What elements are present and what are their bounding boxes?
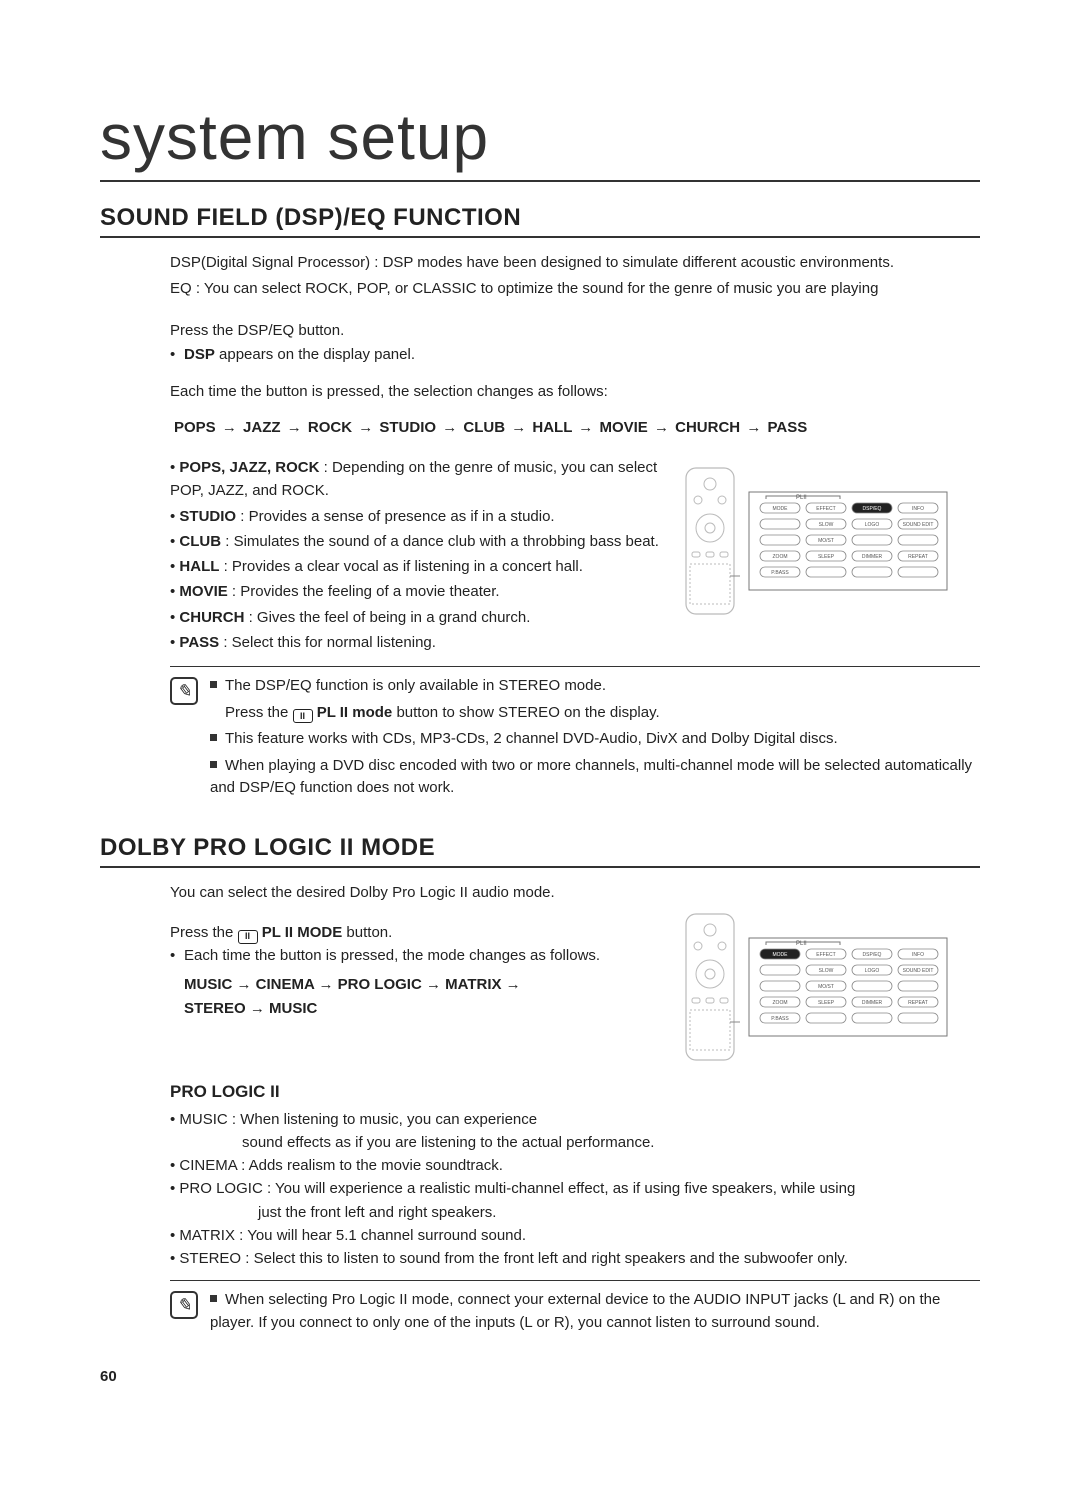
mode-item: • CINEMA : Adds realism to the movie sou… [170, 1154, 980, 1177]
page-number: 60 [100, 1368, 980, 1385]
note-item: This feature works with CDs, MP3-CDs, 2 … [210, 728, 980, 751]
note-icon: ✎ [170, 677, 198, 705]
svg-text:SLEEP: SLEEP [818, 554, 835, 560]
svg-text:MO/ST: MO/ST [818, 538, 834, 544]
mode-item: • STEREO : Select this to listen to soun… [170, 1247, 980, 1270]
pl2-glyph-icon: II [238, 930, 258, 944]
note-item: When selecting Pro Logic II mode, connec… [210, 1289, 980, 1334]
svg-text:SLOW: SLOW [819, 968, 834, 974]
svg-text:DSP/EQ: DSP/EQ [863, 952, 882, 958]
svg-text:MODE: MODE [773, 506, 789, 512]
svg-text:P.BASS: P.BASS [771, 1016, 789, 1022]
svg-text:PLII: PLII [796, 495, 807, 501]
mode-item-cont: sound effects as if you are listening to… [170, 1131, 980, 1154]
pl2-glyph-icon: II [293, 709, 313, 723]
pl2-sequence: MUSIC → CINEMA → PRO LOGIC → MATRIX →STE… [184, 973, 660, 1021]
bullet-dot: • [170, 945, 184, 968]
step-text: Press the DSP/EQ button. [170, 320, 980, 343]
note-icon: ✎ [170, 1291, 198, 1319]
note-item: When playing a DVD disc encoded with two… [210, 755, 980, 800]
mode-item: • PASS : Select this for normal listenin… [170, 631, 660, 654]
svg-text:ZOOM: ZOOM [773, 554, 788, 560]
remote-figure-2: PLII MODE EFFECT DSP/EQ INFO SLOW LOGO SOUND ED… [680, 882, 980, 1062]
step-text: Each time the button is pressed, the sel… [170, 381, 980, 404]
svg-text:DSP/EQ: DSP/EQ [863, 506, 882, 512]
dsp-sequence: POPS → JAZZ → ROCK → STUDIO → CLUB → HAL… [170, 417, 980, 438]
mode-item: • MATRIX : You will hear 5.1 channel sur… [170, 1224, 980, 1247]
svg-text:SOUND EDIT: SOUND EDIT [903, 522, 934, 528]
svg-text:P.BASS: P.BASS [771, 570, 789, 576]
step-bullet: DSP appears on the display panel. [184, 344, 980, 367]
svg-text:DIMMER: DIMMER [862, 554, 883, 560]
section2-note: ✎ When selecting Pro Logic II mode, conn… [170, 1280, 980, 1338]
pl2-modes-list: • MUSIC : When listening to music, you c… [170, 1108, 980, 1271]
remote-panel-zoom: PLII MODE EFFECT DSP/EQ INFO SLOW LOGO SOUND ED… [748, 937, 948, 1037]
svg-text:MODE: MODE [773, 952, 789, 958]
bullet-dot: • [170, 344, 184, 367]
mode-item: • CLUB : Simulates the sound of a dance … [170, 530, 660, 553]
svg-text:INFO: INFO [912, 952, 924, 958]
section1-step2: Each time the button is pressed, the sel… [170, 381, 980, 404]
intro-line: EQ : You can select ROCK, POP, or CLASSI… [170, 278, 980, 300]
svg-text:SOUND EDIT: SOUND EDIT [903, 968, 934, 974]
mode-item: • MOVIE : Provides the feeling of a movi… [170, 580, 660, 603]
mode-item: • HALL : Provides a clear vocal as if li… [170, 555, 660, 578]
note-item: The DSP/EQ function is only available in… [210, 675, 980, 698]
remote-figure-1: PLII MODE EFFECT DSP/EQ INFO SLOW LOGO SOUND ED… [680, 456, 980, 616]
section2-press: Press the II PL II MODE button. [170, 922, 660, 945]
mode-item: • PRO LOGIC : You will experience a real… [170, 1177, 980, 1200]
dsp-modes-list: • POPS, JAZZ, ROCK : Depending on the ge… [170, 456, 660, 656]
section1-heading: SOUND FIELD (DSP)/EQ FUNCTION [100, 204, 980, 238]
mode-item: • MUSIC : When listening to music, you c… [170, 1108, 980, 1131]
section1-step1: Press the DSP/EQ button. • DSP appears o… [170, 320, 980, 367]
section1-note: ✎ The DSP/EQ function is only available … [170, 666, 980, 804]
svg-text:LOGO: LOGO [865, 522, 880, 528]
remote-outline-icon [680, 466, 740, 616]
section2-eachtime: • Each time the button is pressed, the m… [170, 945, 660, 1022]
svg-text:LOGO: LOGO [865, 968, 880, 974]
svg-text:SLOW: SLOW [819, 522, 834, 528]
page-title: system setup [100, 100, 980, 182]
remote-outline-icon [680, 912, 740, 1062]
svg-text:DIMMER: DIMMER [862, 1000, 883, 1006]
remote-panel-zoom: PLII MODE EFFECT DSP/EQ INFO SLOW LOGO SOUND ED… [748, 491, 948, 591]
svg-text:INFO: INFO [912, 506, 924, 512]
svg-text:SLEEP: SLEEP [818, 1000, 835, 1006]
section2-heading: DOLBY PRO LOGIC II MODE [100, 834, 980, 868]
svg-text:REPEAT: REPEAT [908, 1000, 928, 1006]
mode-item-cont: just the front left and right speakers. [170, 1201, 980, 1224]
svg-text:ZOOM: ZOOM [773, 1000, 788, 1006]
mode-item: • STUDIO : Provides a sense of presence … [170, 505, 660, 528]
note-subline: Press the II PL II mode button to show S… [210, 702, 980, 725]
svg-text:MO/ST: MO/ST [818, 984, 834, 990]
svg-text:PLII: PLII [796, 941, 807, 947]
section2-intro: You can select the desired Dolby Pro Log… [170, 882, 660, 905]
pro-logic-subtitle: PRO LOGIC II [170, 1082, 980, 1102]
intro-line: DSP(Digital Signal Processor) : DSP mode… [170, 252, 980, 274]
mode-item: • POPS, JAZZ, ROCK : Depending on the ge… [170, 456, 660, 503]
svg-text:EFFECT: EFFECT [816, 506, 835, 512]
svg-text:EFFECT: EFFECT [816, 952, 835, 958]
mode-item: • CHURCH : Gives the feel of being in a … [170, 606, 660, 629]
section1-intro: DSP(Digital Signal Processor) : DSP mode… [170, 252, 980, 300]
svg-text:REPEAT: REPEAT [908, 554, 928, 560]
